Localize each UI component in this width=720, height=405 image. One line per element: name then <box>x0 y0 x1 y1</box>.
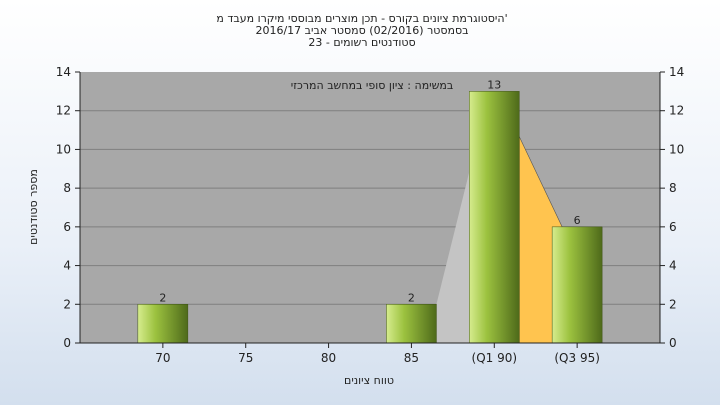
data-label: 6 <box>574 214 581 227</box>
y-tick-label-left: 2 <box>63 297 71 311</box>
bar <box>386 304 437 344</box>
chart-title-line-2: בסמסטר (02/2016) סמסטר אביב 2016/17 <box>255 24 468 37</box>
y-axis-title: מספר סטודנטים <box>27 169 40 245</box>
chart-annotation: במשימה : ציון סופי במחשב המרכזי <box>291 79 454 92</box>
y-tick-label-right: 10 <box>669 142 684 156</box>
y-tick-label-left: 6 <box>63 220 71 234</box>
axes <box>75 71 665 348</box>
y-tick-label-right: 6 <box>669 220 677 234</box>
x-tick-label: (Q3 95) <box>554 351 600 365</box>
x-tick-label: 85 <box>404 351 419 365</box>
chart-title-line-3: סטודנטים רשומים - 23 <box>308 36 415 49</box>
x-axis-title: טווח ציונים <box>344 374 394 387</box>
x-tick-label: (Q1 90) <box>472 351 518 365</box>
bars <box>137 91 603 344</box>
y-tick-label-left: 12 <box>56 104 71 118</box>
y-tick-label-right: 12 <box>669 104 684 118</box>
y-tick-label-left: 10 <box>56 142 71 156</box>
bar <box>551 226 603 344</box>
chart-title-line-1: היסטוגרמת ציונים בקורס - תכן מוצרים מבוס… <box>216 12 507 25</box>
data-label: 13 <box>487 78 501 91</box>
y-tick-label-right: 0 <box>669 336 677 350</box>
data-label: 2 <box>408 291 415 304</box>
bar <box>137 304 189 344</box>
y-tick-label-left: 0 <box>63 336 71 350</box>
y-tick-label-right: 8 <box>669 181 677 195</box>
labels: 2 70 75 80 2 85 13 (Q1 90) 6 (Q3 95) 0 0 2 2 4 4 6 6 8 8 10 1… <box>56 65 685 365</box>
x-tick-label: 70 <box>155 351 170 365</box>
bar <box>469 91 520 344</box>
data-label: 2 <box>159 291 166 304</box>
y-tick-label-left: 14 <box>56 65 71 79</box>
chart-title: היסטוגרמת ציונים בקורס - תכן מוצרים מבוס… <box>216 12 507 49</box>
y-tick-label-right: 14 <box>669 65 684 79</box>
y-tick-label-right: 4 <box>669 259 677 273</box>
y-tick-label-right: 2 <box>669 297 677 311</box>
x-tick-label: 75 <box>238 351 253 365</box>
y-tick-label-left: 8 <box>63 181 71 195</box>
x-tick-label: 80 <box>321 351 336 365</box>
y-tick-label-left: 4 <box>63 259 71 273</box>
trend-area-gray <box>436 171 470 343</box>
